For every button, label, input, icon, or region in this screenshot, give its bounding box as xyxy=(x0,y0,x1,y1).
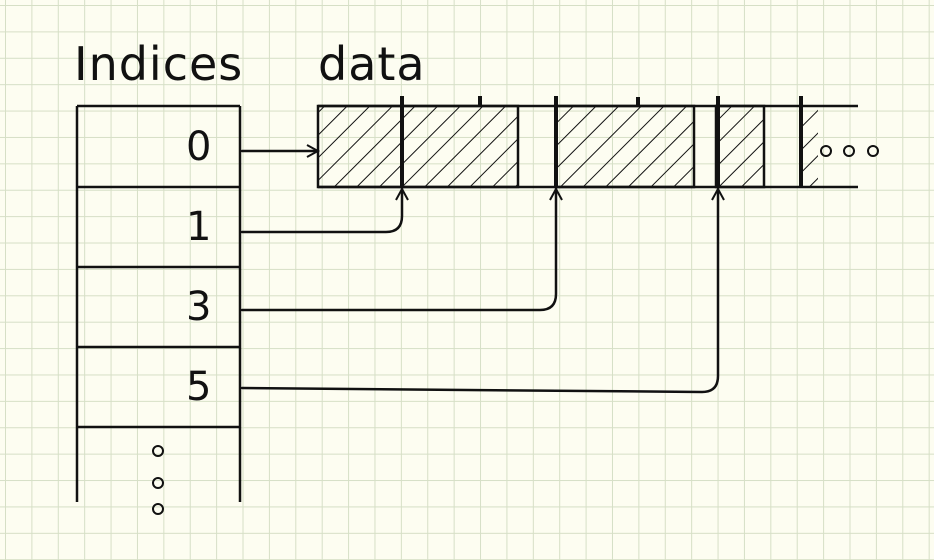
index-value: 1 xyxy=(186,204,211,250)
index-value: 5 xyxy=(186,364,211,410)
data-segment xyxy=(554,104,696,189)
data-ellipsis xyxy=(820,145,879,157)
data-segment xyxy=(316,104,520,189)
indices-title: Indices xyxy=(74,37,243,91)
data-segment-partial xyxy=(800,106,818,187)
data-buffer xyxy=(316,96,858,189)
data-segment xyxy=(714,104,766,189)
pointer-arrow xyxy=(240,189,718,394)
indices-table xyxy=(75,104,242,502)
pointer-arrow xyxy=(240,189,402,234)
pointer-arrow xyxy=(240,189,556,312)
data-title: data xyxy=(318,37,426,91)
index-value: 3 xyxy=(186,284,211,330)
index-value: 0 xyxy=(186,124,211,170)
indices-ellipsis xyxy=(152,445,164,515)
